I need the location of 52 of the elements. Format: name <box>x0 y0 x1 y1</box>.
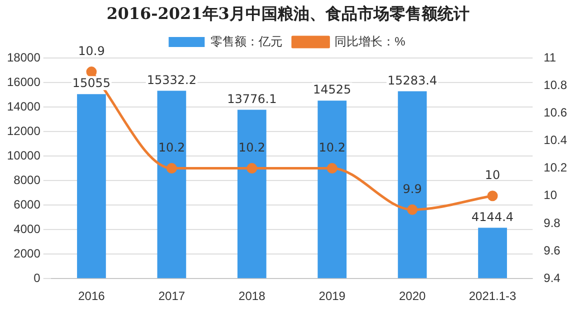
y-tick-label: 14000 <box>6 99 41 114</box>
data-label: 4144.4 <box>472 210 514 224</box>
y-tick-label: 6000 <box>14 197 41 212</box>
x-tick-label: 2021.1-3 <box>468 289 517 304</box>
x-tick-label: 2018 <box>238 289 266 304</box>
y2-tick-label: 10.2 <box>544 160 568 175</box>
bar <box>157 90 186 278</box>
y-tick-label: 0 <box>34 270 41 285</box>
chart-title: 2016-2021年3月中国粮油、食品市场零售额统计 <box>106 3 470 25</box>
legend-label: 同比增长：% <box>334 34 406 48</box>
bar <box>478 228 507 278</box>
point <box>407 204 418 215</box>
y2-tick-label: 11 <box>544 50 556 64</box>
x-tick-label: 2019 <box>318 289 346 304</box>
y2-tick-label: 9.8 <box>544 216 561 230</box>
data-label: 15332.2 <box>146 72 196 87</box>
data-label: 10.2 <box>318 140 346 154</box>
data-label: 9.9 <box>402 182 422 196</box>
y-tick-label: 10000 <box>6 148 41 162</box>
point <box>86 66 97 78</box>
bar <box>318 100 347 278</box>
y2-tick-label: 9.6 <box>544 243 561 258</box>
x-tick-label: 2016 <box>78 289 106 304</box>
data-label: 10 <box>484 168 500 182</box>
data-label: 10.9 <box>78 44 105 58</box>
bar <box>398 91 427 278</box>
x-tick-label: 2020 <box>398 289 426 304</box>
point <box>166 163 177 174</box>
data-label: 10.2 <box>158 140 186 154</box>
y-tick-label: 8000 <box>14 172 41 187</box>
y2-tick-label: 10.4 <box>544 133 568 148</box>
point <box>246 163 258 174</box>
x-tick-label: 2017 <box>158 289 186 304</box>
bar <box>237 110 266 278</box>
y-tick-label: 18000 <box>6 50 41 64</box>
y-tick-label: 4000 <box>14 222 41 236</box>
y2-tick-label: 9.4 <box>544 270 561 285</box>
y-tick-label: 12000 <box>6 124 41 138</box>
bar <box>77 94 106 278</box>
data-label: 15283.4 <box>388 73 438 88</box>
data-label: 14525 <box>313 82 352 97</box>
data-label: 10.2 <box>238 140 266 154</box>
y2-tick-label: 10.8 <box>544 78 568 92</box>
y-tick-label: 2000 <box>14 246 41 260</box>
y-tick-label: 16000 <box>6 74 41 89</box>
data-label: 15055 <box>72 76 111 90</box>
y2-tick-label: 10.6 <box>544 105 568 120</box>
point <box>326 163 338 174</box>
legend-label: 零售额：亿元 <box>210 34 283 48</box>
point <box>487 190 498 202</box>
y2-tick-label: 10 <box>544 188 558 202</box>
data-label: 13776.1 <box>227 92 277 106</box>
